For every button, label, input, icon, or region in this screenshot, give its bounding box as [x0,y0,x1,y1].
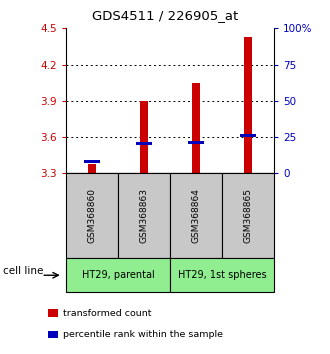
Text: GDS4511 / 226905_at: GDS4511 / 226905_at [92,10,238,22]
Text: GSM368860: GSM368860 [87,188,96,244]
Bar [84,160,100,163]
Bar [240,135,256,137]
Text: percentile rank within the sample: percentile rank within the sample [63,330,223,339]
Text: GSM368863: GSM368863 [140,188,148,244]
Bar [192,83,200,173]
Text: GSM368864: GSM368864 [191,188,200,244]
Bar [140,101,148,173]
Text: cell line: cell line [3,266,44,276]
Text: transformed count: transformed count [63,309,152,318]
Bar [88,164,96,173]
Text: HT29, parental: HT29, parental [82,270,154,280]
Bar [136,142,152,145]
Text: GSM368865: GSM368865 [244,188,252,244]
Text: HT29, 1st spheres: HT29, 1st spheres [178,270,266,280]
Bar [188,141,204,144]
Bar [244,37,252,173]
